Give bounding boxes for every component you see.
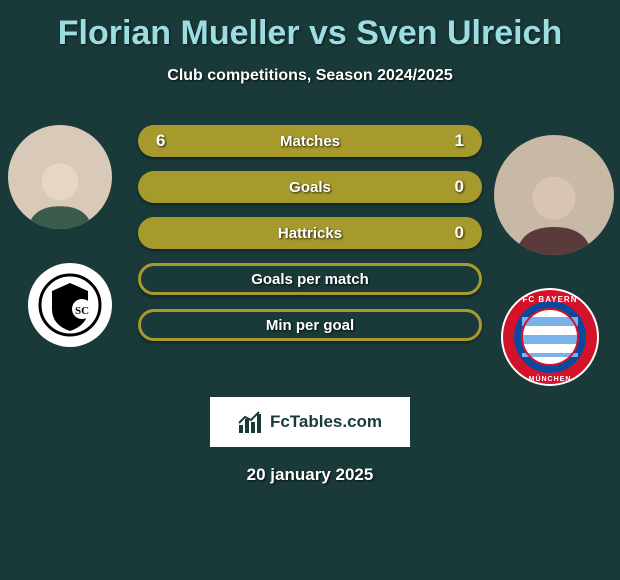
svg-text:MÜNCHEN: MÜNCHEN — [529, 374, 572, 383]
shield-icon: SC — [38, 273, 102, 337]
club-crest-icon: FC BAYERN MÜNCHEN — [500, 287, 600, 387]
person-icon — [19, 155, 101, 229]
stat-label: Hattricks — [278, 225, 342, 242]
date-label: 20 january 2025 — [0, 465, 620, 485]
bar-chart-icon — [238, 411, 264, 433]
brand-box: FcTables.com — [210, 397, 410, 447]
stat-row: 6 Matches 1 — [138, 125, 482, 157]
player-right-photo — [494, 135, 614, 255]
comparison-panel: SC FC BAYERN MÜNCHEN 6 Matches — [0, 115, 620, 375]
stat-row: Goals per match — [138, 263, 482, 295]
stat-bars: 6 Matches 1 Goals 0 Hattricks 0 Goals pe… — [138, 125, 482, 355]
stat-right-value: 1 — [455, 131, 464, 151]
page-title: Florian Mueller vs Sven Ulreich — [0, 14, 620, 53]
svg-text:SC: SC — [75, 305, 89, 317]
infographic-root: Florian Mueller vs Sven Ulreich Club com… — [0, 0, 620, 485]
player-left-photo — [8, 125, 112, 229]
stat-label: Goals per match — [251, 271, 369, 288]
page-subtitle: Club competitions, Season 2024/2025 — [0, 67, 620, 85]
stat-row: Goals 0 — [138, 171, 482, 203]
stat-right-value: 0 — [455, 223, 464, 243]
svg-text:FC BAYERN: FC BAYERN — [523, 295, 578, 304]
stat-label: Min per goal — [266, 317, 354, 334]
person-icon — [506, 167, 602, 255]
brand-text: FcTables.com — [270, 412, 382, 432]
club-left-logo: SC — [28, 263, 112, 347]
stat-row: Min per goal — [138, 309, 482, 341]
stat-row: Hattricks 0 — [138, 217, 482, 249]
stat-label: Goals — [289, 179, 331, 196]
stat-label: Matches — [280, 133, 340, 150]
stat-left-value: 6 — [156, 131, 165, 151]
stat-right-value: 0 — [455, 177, 464, 197]
club-right-logo: FC BAYERN MÜNCHEN — [500, 287, 600, 387]
